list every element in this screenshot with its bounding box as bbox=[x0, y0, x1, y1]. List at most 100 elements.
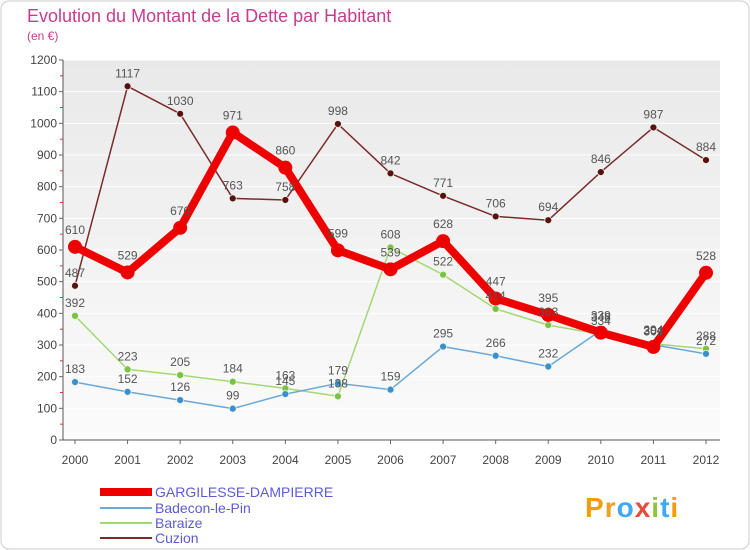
data-point bbox=[702, 156, 710, 164]
data-point bbox=[488, 291, 503, 306]
data-point bbox=[123, 365, 132, 374]
data-label: 1030 bbox=[167, 94, 194, 108]
data-label: 860 bbox=[275, 144, 295, 158]
logo-letter: x bbox=[635, 492, 652, 523]
y-tick-label: 500 bbox=[37, 275, 57, 289]
data-point bbox=[386, 385, 395, 394]
data-point bbox=[71, 281, 79, 290]
legend-label: GARGILESSE-DAMPIERRE bbox=[155, 484, 333, 500]
x-tick-label: 2005 bbox=[325, 453, 352, 467]
legend-item: Cuzion bbox=[100, 530, 199, 546]
y-tick-label: 300 bbox=[37, 338, 57, 352]
data-point bbox=[649, 123, 658, 132]
data-label: 159 bbox=[380, 370, 400, 384]
data-point bbox=[173, 220, 188, 235]
y-tick-label: 700 bbox=[37, 211, 57, 225]
x-tick-label: 2006 bbox=[377, 453, 404, 467]
data-label: 528 bbox=[696, 249, 716, 263]
data-label: 304 bbox=[643, 324, 663, 338]
y-axis-ticks: 0 100 200 300 400 500 600 700 800 900 1000 1100 1200 bbox=[30, 53, 63, 447]
data-point bbox=[646, 339, 661, 354]
legend-item: Baraize bbox=[100, 515, 203, 531]
y-tick-label: 600 bbox=[37, 243, 57, 257]
data-point bbox=[491, 212, 500, 221]
legend-label: Badecon-le-Pin bbox=[155, 500, 251, 516]
data-point bbox=[334, 120, 342, 128]
data-label: 447 bbox=[486, 274, 506, 288]
y-tick-label: 1000 bbox=[30, 116, 57, 130]
data-label: 184 bbox=[223, 362, 243, 376]
data-point bbox=[71, 378, 79, 386]
data-label: 205 bbox=[170, 355, 190, 369]
data-label: 694 bbox=[538, 200, 558, 214]
chart-subtitle: (en €) bbox=[27, 29, 58, 43]
data-point bbox=[228, 377, 237, 386]
y-tick-label: 1100 bbox=[31, 85, 57, 99]
data-point bbox=[596, 168, 605, 177]
data-label: 539 bbox=[380, 245, 400, 259]
legend-label: Cuzion bbox=[155, 530, 199, 546]
data-point bbox=[120, 265, 135, 280]
logo-letter: P bbox=[585, 492, 605, 523]
data-label: 152 bbox=[118, 372, 138, 386]
x-tick-label: 2009 bbox=[535, 453, 562, 467]
data-point bbox=[123, 82, 132, 91]
logo-letter: i bbox=[670, 492, 679, 523]
data-label: 1117 bbox=[115, 66, 140, 80]
data-point bbox=[68, 239, 82, 254]
data-point bbox=[71, 311, 79, 320]
data-label: 163 bbox=[275, 368, 295, 382]
data-label: 395 bbox=[538, 291, 558, 305]
logo-letter: i bbox=[651, 492, 660, 523]
data-label: 771 bbox=[433, 176, 453, 190]
data-point bbox=[383, 262, 398, 277]
data-labels: 610 529 670 971 860 599 539 628 447 395 339 294 528 1… bbox=[65, 66, 716, 402]
data-label: 295 bbox=[433, 327, 453, 341]
data-point bbox=[699, 265, 713, 280]
legend-label: Baraize bbox=[155, 515, 203, 531]
y-tick-label: 100 bbox=[37, 401, 57, 415]
x-tick-label: 2000 bbox=[62, 453, 89, 467]
data-point bbox=[334, 392, 342, 401]
data-label: 608 bbox=[380, 227, 400, 241]
legend: GARGILESSE-DAMPIERREBadecon-le-PinBaraiz… bbox=[100, 484, 333, 546]
x-tick-label: 2002 bbox=[167, 453, 194, 467]
data-label: 138 bbox=[328, 376, 348, 390]
x-tick-label: 2008 bbox=[482, 453, 509, 467]
data-label: 126 bbox=[170, 380, 190, 394]
data-label: 301 bbox=[643, 325, 663, 339]
data-point bbox=[491, 351, 500, 360]
y-tick-label: 200 bbox=[37, 370, 57, 384]
data-point bbox=[225, 125, 240, 140]
data-label: 971 bbox=[223, 109, 243, 123]
data-point bbox=[593, 325, 608, 340]
data-label: 179 bbox=[328, 363, 348, 377]
data-point bbox=[544, 321, 553, 329]
data-label: 145 bbox=[275, 374, 295, 388]
x-tick-label: 2001 bbox=[114, 453, 141, 467]
chart-title: Evolution du Montant de la Dette par Hab… bbox=[27, 6, 391, 26]
data-label: 363 bbox=[538, 305, 558, 319]
y-tick-label: 0 bbox=[50, 433, 57, 447]
logo-letter: o bbox=[617, 492, 635, 523]
data-label: 288 bbox=[696, 329, 716, 343]
data-label: 232 bbox=[538, 347, 558, 361]
data-label: 706 bbox=[486, 196, 506, 210]
data-label: 294 bbox=[643, 323, 663, 337]
data-point bbox=[439, 191, 447, 200]
data-point bbox=[228, 194, 237, 203]
data-label: 487 bbox=[65, 266, 85, 280]
y-tick-label: 1200 bbox=[30, 53, 57, 67]
data-point bbox=[123, 387, 132, 396]
x-tick-label: 2012 bbox=[693, 453, 720, 467]
data-point bbox=[278, 160, 293, 175]
y-tick-label: 400 bbox=[37, 306, 57, 320]
data-point bbox=[330, 243, 345, 258]
data-label: 339 bbox=[591, 309, 611, 323]
x-tick-label: 2004 bbox=[272, 453, 299, 467]
logo-letter: t bbox=[660, 492, 670, 523]
data-label: 610 bbox=[65, 223, 85, 237]
x-tick-label: 2011 bbox=[641, 453, 667, 467]
data-point bbox=[439, 270, 447, 279]
